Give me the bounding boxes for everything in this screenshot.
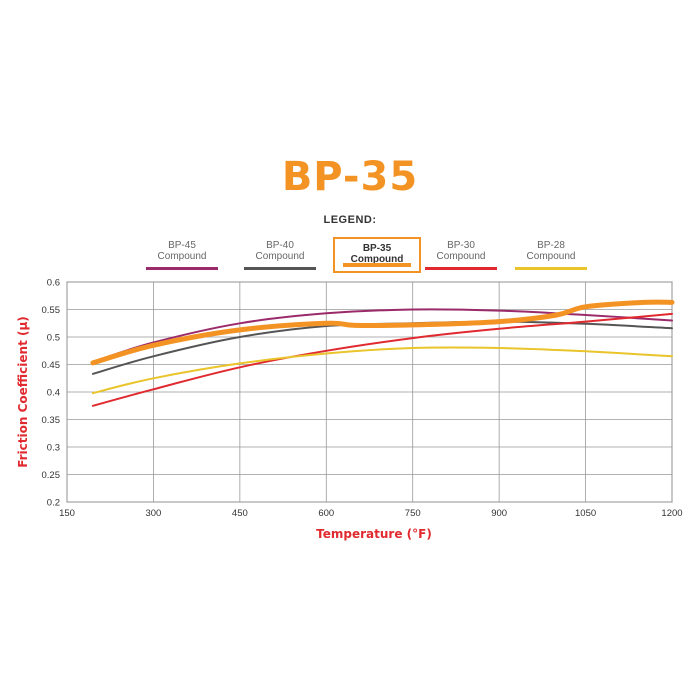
y-tick-label: 0.35	[42, 415, 61, 426]
y-tick-label: 0.6	[47, 278, 60, 289]
chart-series	[90, 299, 675, 407]
legend-item-bp-30: BP-30 Compound	[419, 240, 503, 272]
x-tick-label: 750	[405, 508, 421, 519]
x-tick-label: 600	[318, 508, 334, 519]
legend-swatch	[343, 263, 411, 267]
legend-item-bp-28: BP-28 Compound	[509, 240, 593, 272]
series-line-bp-35-compound	[90, 299, 675, 366]
chart-grid	[66, 281, 673, 503]
x-axis-label: Temperature (°F)	[316, 527, 432, 541]
legend-label-sub: Compound	[350, 254, 404, 265]
x-tick-label: 450	[232, 508, 248, 519]
chart-title: BP-35	[281, 154, 419, 200]
series-line-bp-45-compound	[91, 308, 673, 363]
legend-label: BP-40	[266, 240, 294, 251]
legend-heading: LEGEND:	[323, 214, 377, 226]
y-axis-label: Friction Coefficient (µ)	[16, 316, 30, 468]
legend-swatch	[244, 267, 316, 270]
legend-label: BP-45	[168, 240, 196, 251]
x-tick-label: 300	[145, 508, 161, 519]
legend-label: BP-35	[362, 243, 392, 254]
legend-item-bp-45: BP-45 Compound	[140, 240, 224, 272]
x-tick-label: 900	[491, 508, 507, 519]
series-line-bp-28-compound	[91, 346, 673, 395]
legend-label: BP-28	[537, 240, 565, 251]
series-line-bp-30-compound	[91, 312, 673, 407]
y-tick-label: 0.2	[47, 498, 60, 509]
legend-label-sub: Compound	[157, 251, 207, 262]
series-line-bp-40-compound	[91, 320, 673, 375]
x-tick-label: 1050	[575, 508, 596, 519]
legend-swatch	[425, 267, 497, 270]
legend-swatch	[515, 267, 587, 270]
legend-label: BP-30	[447, 240, 475, 251]
legend-swatch	[146, 267, 218, 270]
y-tick-label: 0.3	[47, 443, 60, 454]
chart-tick-labels: 0.2 0.25 0.3 0.35 0.4 0.45 0.5 0.55 0.6 150 300 450…	[42, 278, 683, 520]
x-tick-label: 1200	[661, 508, 682, 519]
y-tick-label: 0.45	[42, 360, 61, 371]
y-tick-label: 0.5	[47, 333, 60, 344]
x-tick-label: 150	[59, 508, 75, 519]
legend-label-sub: Compound	[436, 251, 486, 262]
legend-label-sub: Compound	[526, 251, 576, 262]
y-tick-label: 0.55	[42, 305, 61, 316]
legend-item-bp-35: BP-35 Compound	[333, 237, 421, 273]
y-tick-label: 0.4	[47, 388, 60, 399]
legend-item-bp-40: BP-40 Compound	[238, 240, 322, 272]
legend-label-sub: Compound	[255, 251, 305, 262]
y-tick-label: 0.25	[42, 470, 61, 481]
